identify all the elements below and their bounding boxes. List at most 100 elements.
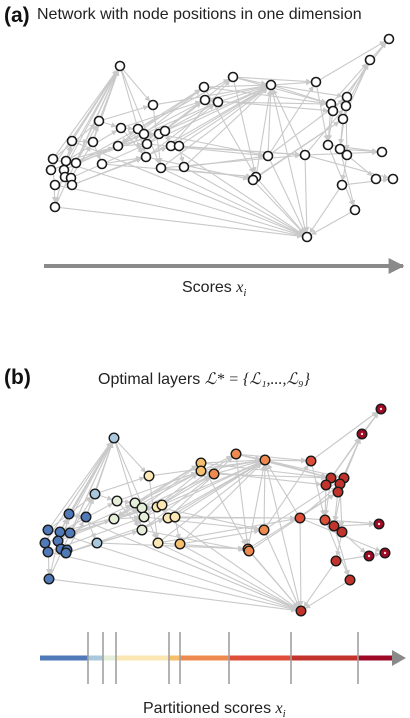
edge-arrow [334,530,350,576]
edge-arrow [329,149,354,206]
edge-arrow [222,101,327,107]
edge-arrow [240,453,307,463]
panel-a-axis-label: Scores xi [182,279,246,299]
network-node [370,173,382,185]
edge-arrow [117,505,132,517]
layered-node-5 [195,465,207,477]
edge-arrow [55,69,118,156]
edge-arrow [205,463,327,480]
edge-arrow [166,461,261,504]
layered-node-2 [91,537,103,549]
edge-arrow [209,99,329,113]
edge-arrow [65,69,119,166]
node-center-dot [367,554,371,558]
edge-arrow [146,530,245,552]
edge-arrow [103,105,149,121]
layered-node-5 [174,538,186,550]
edge-arrow [275,79,312,86]
network-node [114,60,126,72]
layered-node-8 [328,520,340,532]
layered-node-4 [156,499,168,511]
edge-arrow [122,101,202,145]
edge-arrow [66,145,72,157]
edge-arrow [372,42,387,57]
layer-segment-6 [180,655,229,661]
edge-arrow [304,517,375,526]
edge-arrow [266,464,309,527]
layered-node-6 [243,545,255,557]
edge-arrow [171,456,233,516]
edge-arrow [151,86,267,143]
network-node [364,54,376,66]
network-node [45,164,57,176]
network-node [341,91,353,103]
edge-arrow [188,169,304,235]
network-node [173,140,185,152]
node-center-dot [360,432,364,436]
edge-arrow [48,545,58,575]
edge-arrow [326,115,333,141]
edge-arrow [237,77,267,86]
edge-arrow [53,579,297,613]
layer-segment-7 [229,655,291,661]
panel-a-edges [51,41,389,239]
edge-arrow [73,512,82,518]
network-node [337,113,349,125]
edge-arrow [338,123,344,145]
layer-segment-4 [116,655,169,661]
edge-arrow [150,157,249,181]
edge-arrow [145,465,198,506]
edge-arrow [76,142,303,236]
edge-arrow [252,494,335,549]
network-node [265,79,277,91]
edge-arrow [165,169,303,236]
network-node [247,174,259,186]
edge-arrow [346,177,389,185]
edge-arrow [175,521,181,540]
layer-segment-9 [358,655,392,661]
network-node [349,204,361,216]
edge-arrow [271,89,308,233]
edge-arrow [139,455,232,502]
network-node [262,150,274,162]
edge-arrow [205,471,322,487]
layer-segment-3 [103,655,116,661]
edge-arrow [269,160,306,233]
edge-arrow [59,207,303,239]
edge-arrow [121,499,131,505]
network-node [322,139,334,151]
edge-arrow [76,138,89,145]
layered-node-1 [39,537,51,549]
edge-arrow [147,89,201,132]
edge-arrow [122,141,143,148]
edge-arrow [87,521,96,539]
network-node [336,179,348,191]
edge-arrow [118,514,140,521]
edge-arrow [50,441,112,527]
edge-arrow [125,100,201,127]
network-node [327,105,339,117]
edge-arrow [265,464,302,607]
edge-arrow [101,542,244,552]
edge-arrow [69,520,84,546]
edge-arrow [338,521,375,528]
layered-node-7 [319,514,331,526]
layered-node-3 [138,511,150,523]
layered-node-1 [60,547,72,559]
layer-segment-8 [291,655,358,661]
edge-arrow [76,157,142,184]
edge-arrow [272,89,304,151]
edge-arrow [99,494,113,501]
edge-arrow [350,157,373,177]
edge-arrow [178,462,262,515]
edge-arrow [240,454,327,479]
edge-arrow [303,564,334,608]
edge-arrow [314,411,378,459]
edge-arrow [99,476,145,493]
network-node [115,122,127,134]
edge-arrow [162,517,296,543]
edge-arrow [73,145,91,174]
edge-arrow [161,507,167,515]
layered-node-3 [108,513,120,525]
layered-node-1 [63,508,75,520]
